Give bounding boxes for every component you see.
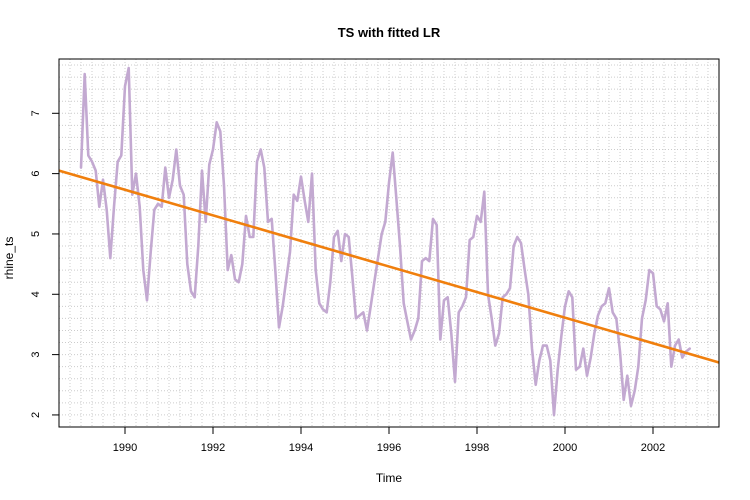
x-tick-label: 1992	[201, 442, 225, 454]
series-line-rhine-ts	[79, 66, 691, 417]
x-tick-label: 1996	[377, 442, 401, 454]
y-tick-label: 3	[30, 352, 42, 358]
grid	[58, 59, 720, 427]
chart-title: TS with fitted LR	[338, 25, 441, 40]
y-tick-label: 6	[30, 171, 42, 177]
x-tick-label: 1998	[465, 442, 489, 454]
x-tick-label: 2000	[553, 442, 577, 454]
y-axis-label: rhine_ts	[2, 237, 16, 280]
y-tick-label: 7	[30, 110, 42, 116]
x-tick-label: 1994	[289, 442, 313, 454]
x-axis: 1990 1992 1994 1996 1998 2000 2002	[113, 427, 665, 454]
x-tick-label: 1990	[113, 442, 137, 454]
fitted-regression-line	[58, 169, 720, 364]
x-axis-label: Time	[376, 471, 403, 485]
y-tick-label: 5	[30, 231, 42, 237]
y-tick-label: 2	[30, 412, 42, 418]
y-tick-label: 4	[30, 291, 42, 297]
y-axis: 2 3 4 5 6 7	[30, 110, 59, 418]
x-tick-label: 2002	[641, 442, 665, 454]
